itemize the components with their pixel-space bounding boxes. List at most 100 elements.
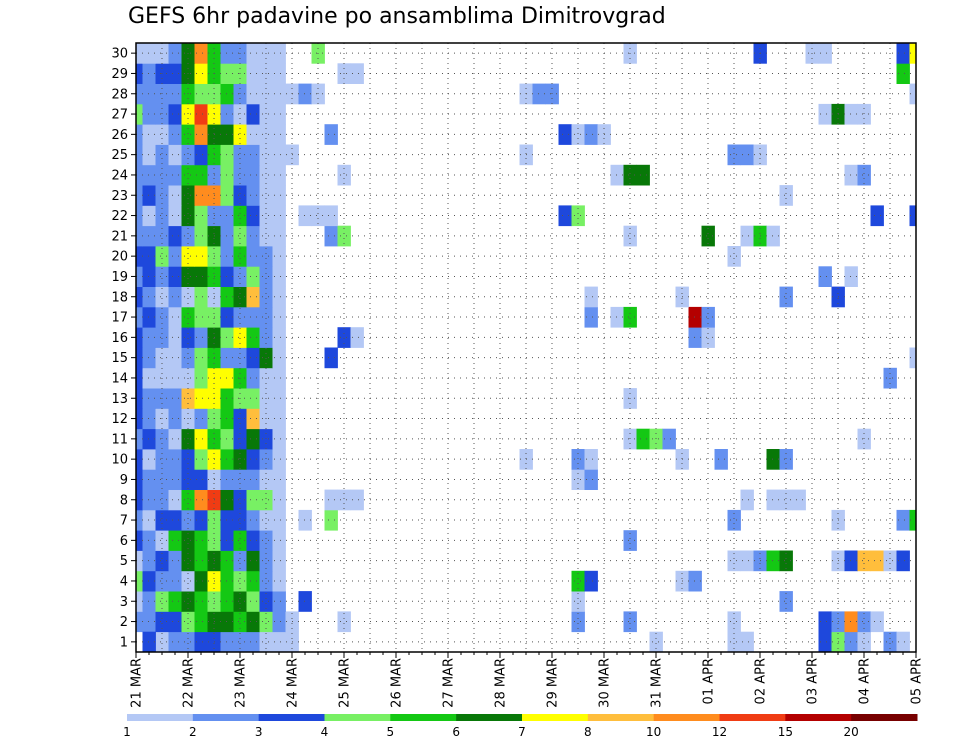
colorbar-swatch <box>258 714 325 721</box>
heatmap-cell <box>337 611 351 633</box>
heatmap-cell <box>246 367 260 389</box>
y-tick-label: 17 <box>111 311 128 326</box>
heatmap-cell <box>883 631 897 653</box>
heatmap-cell <box>181 570 195 592</box>
colorbar-label: 2 <box>189 725 197 739</box>
heatmap-cell <box>779 591 793 612</box>
dotted-grid <box>136 43 916 652</box>
heatmap-cell <box>220 185 234 206</box>
heatmap-cell <box>558 124 572 145</box>
y-tick-label: 19 <box>111 270 128 285</box>
heatmap-cell <box>272 286 286 308</box>
heatmap-cell <box>181 306 195 328</box>
heatmap-cell <box>194 489 208 511</box>
heatmap-cell <box>584 449 598 470</box>
heatmap-cell <box>142 185 156 206</box>
heatmap-cell <box>571 591 585 612</box>
heatmap-cell <box>142 327 156 348</box>
heatmap-cell <box>136 570 143 592</box>
heatmap-cell <box>259 509 273 531</box>
heatmap-cell <box>298 591 312 612</box>
heatmap-cell <box>168 591 182 612</box>
heatmap-cell <box>766 489 780 511</box>
heatmap-cell <box>259 124 273 145</box>
heatmap-cell <box>155 124 169 145</box>
heatmap-cell <box>246 631 260 653</box>
heatmap-cell <box>246 306 260 328</box>
y-tick-label: 24 <box>111 168 128 183</box>
heatmap-cell <box>584 124 598 145</box>
heatmap-cell <box>136 367 143 389</box>
heatmap-cell <box>142 103 156 125</box>
y-tick-label: 30 <box>111 47 128 62</box>
heatmap-cell <box>233 164 247 186</box>
heatmap-cell <box>233 225 247 247</box>
colorbar-label: 3 <box>255 725 263 739</box>
heatmap-cell <box>194 103 208 125</box>
heatmap-cell <box>272 306 286 328</box>
y-tick-label: 22 <box>111 209 128 224</box>
heatmap-cell <box>818 43 832 64</box>
heatmap-cell <box>779 550 793 572</box>
heatmap-cell <box>220 408 234 430</box>
heatmap-cell <box>857 428 871 450</box>
heatmap-cell <box>136 43 143 64</box>
heatmap-cell <box>181 246 195 267</box>
heatmap-cell <box>220 246 234 267</box>
heatmap-cell <box>136 185 143 206</box>
heatmap-cell <box>168 185 182 206</box>
heatmap-cell <box>272 164 286 186</box>
heatmap-cell <box>727 550 741 572</box>
heatmap-cell <box>168 43 182 64</box>
heatmap-cell <box>571 611 585 633</box>
heatmap-cell <box>701 306 715 328</box>
heatmap-cell <box>136 591 143 612</box>
heatmap-cell <box>584 469 598 490</box>
heatmap-cell <box>181 489 195 511</box>
colorbar-swatch <box>785 714 852 721</box>
heatmap-cell <box>194 570 208 592</box>
heatmap-cell <box>259 144 273 166</box>
heatmap-cell <box>168 164 182 186</box>
heatmap-cell <box>194 388 208 409</box>
heatmap-cell <box>194 63 208 84</box>
heatmap-cell <box>142 509 156 531</box>
heatmap-cell <box>246 205 260 227</box>
heatmap-cell <box>136 530 143 551</box>
heatmap-cell <box>272 83 286 105</box>
heatmap-cell <box>220 347 234 369</box>
heatmap-cell <box>272 327 286 348</box>
heatmap-cell <box>623 428 637 450</box>
heatmap-cell <box>155 225 169 247</box>
heatmap-cell <box>142 570 156 592</box>
heatmap-cell <box>220 306 234 328</box>
heatmap-cell <box>259 611 273 633</box>
colorbar-label: 10 <box>646 725 661 739</box>
x-axis-ticks: 21 MAR 22 MAR 23 MAR 24 MAR 25 MAR 26 MAR 27 M… <box>130 652 925 708</box>
heatmap-cell <box>168 63 182 84</box>
heatmap-cell <box>155 591 169 612</box>
heatmap-cell <box>220 327 234 348</box>
heatmap-cell <box>662 428 676 450</box>
heatmap-cell <box>272 550 286 572</box>
heatmap-cell <box>259 469 273 490</box>
heatmap-cell <box>136 449 143 470</box>
heatmap-cell <box>246 509 260 531</box>
heatmap-cell <box>259 530 273 551</box>
heatmap-cell <box>220 266 234 287</box>
heatmap-cell <box>233 631 247 653</box>
heatmap-cell <box>142 408 156 430</box>
heatmap-cell <box>883 550 897 572</box>
heatmap-cell <box>136 63 143 84</box>
x-date-label: 21 MAR <box>130 658 145 708</box>
heatmap-cell <box>558 205 572 227</box>
heatmap-cell <box>259 449 273 470</box>
heatmap-cell <box>688 306 702 328</box>
heatmap-cell <box>272 43 286 64</box>
heatmap-cell <box>779 286 793 308</box>
heatmap-cell <box>142 631 156 653</box>
heatmap-cell <box>259 185 273 206</box>
heatmap-cell <box>168 509 182 531</box>
y-tick-label: 20 <box>111 250 128 265</box>
heatmap-cell <box>246 124 260 145</box>
